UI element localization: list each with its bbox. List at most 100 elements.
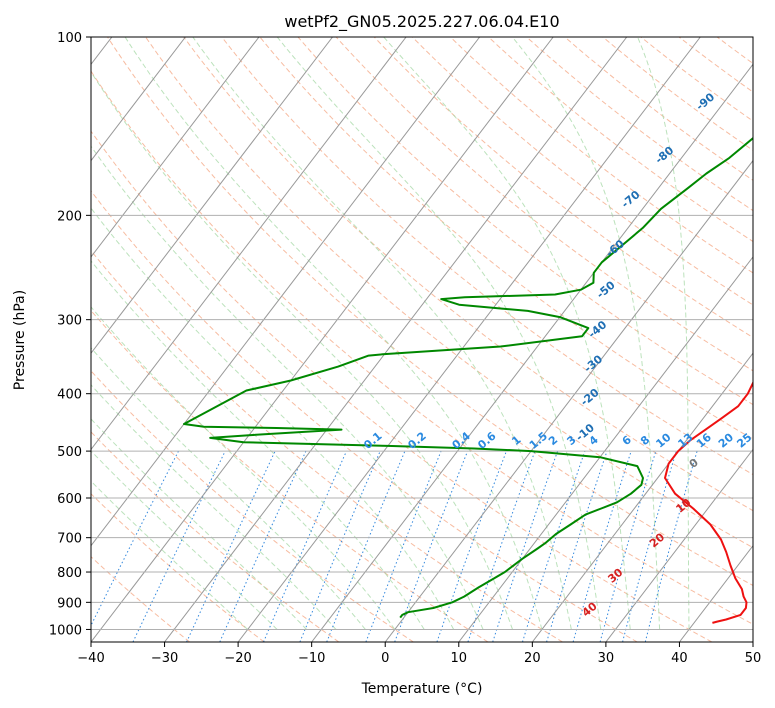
moist-adiabat <box>512 37 661 630</box>
dry-adiabat <box>221 37 753 476</box>
dry-adiabat <box>488 37 753 243</box>
moist-adiabat <box>91 418 307 630</box>
dry-adiabat <box>107 37 753 587</box>
line-label: 2 <box>546 433 560 448</box>
mixing-ratio-line <box>219 450 307 642</box>
mixing-ratio-line <box>299 450 381 642</box>
plot-frame <box>90 36 754 643</box>
isotherm <box>458 256 753 642</box>
x-axis: −40 −30 −20 −10 0 10 20 30 40 50 <box>77 642 761 666</box>
dry-adiabat <box>678 37 753 93</box>
line-label: -70 <box>619 188 643 211</box>
line-label: 1.5 <box>527 429 550 451</box>
x-tick-label: 20 <box>524 651 541 666</box>
x-tick-label: −20 <box>224 651 251 666</box>
line-label: 6 <box>620 433 634 448</box>
line-label: 16 <box>694 430 714 450</box>
dry-adiabat <box>450 37 753 274</box>
y-axis-label: Pressure (hPa) <box>12 290 28 390</box>
dewpoint-line <box>183 136 753 619</box>
moist-adiabat <box>637 37 690 630</box>
isotherm <box>91 37 554 642</box>
mixing-ratio-line <box>572 450 632 642</box>
temperature-line <box>664 380 753 624</box>
x-tick-label: −40 <box>77 651 104 666</box>
mixing-ratio-line <box>91 450 179 627</box>
x-tick-label: −10 <box>298 651 325 666</box>
y-tick-label: 600 <box>57 492 82 507</box>
dry-adiabat <box>91 493 265 642</box>
x-tick-label: 10 <box>451 651 468 666</box>
moist-adiabat <box>192 37 572 630</box>
y-tick-label: 300 <box>57 314 82 329</box>
moist-adiabat <box>276 37 602 630</box>
mixing-ratio-line <box>492 450 559 642</box>
isotherm <box>91 37 333 354</box>
dry-adiabat <box>602 37 753 151</box>
line-label: -40 <box>586 318 610 341</box>
isotherm <box>311 63 753 642</box>
x-tick-label: 40 <box>671 651 688 666</box>
x-tick-label: 50 <box>745 651 762 666</box>
y-tick-label: 1000 <box>49 623 82 638</box>
y-tick-label: 500 <box>57 445 82 460</box>
line-label: -100 <box>753 45 775 73</box>
line-label: 20 <box>647 530 667 550</box>
y-axis: 100 200 300 400 500 600 700 800 900 1000 <box>49 31 91 638</box>
isotherm <box>164 37 628 642</box>
moist-adiabat <box>91 260 425 630</box>
x-tick-label: 0 <box>381 651 389 666</box>
mixing-ratio-line <box>326 450 406 642</box>
y-tick-label: 200 <box>57 209 82 224</box>
line-label: 0 <box>687 456 701 471</box>
line-label: 10 <box>674 496 694 516</box>
line-label: 10 <box>654 430 674 450</box>
x-tick-label: −30 <box>151 651 178 666</box>
line-label: 4 <box>587 433 601 448</box>
dry-adiabat <box>145 37 753 549</box>
dry-adiabat <box>91 309 489 642</box>
moist-adiabat <box>91 450 278 630</box>
mixing-ratio-line <box>436 450 507 642</box>
mixing-ratio-line <box>599 450 657 642</box>
isotherm <box>384 159 753 642</box>
dry-adiabat <box>335 37 753 372</box>
y-tick-label: 400 <box>57 388 82 403</box>
dry-adiabat <box>91 370 414 642</box>
line-label: -60 <box>603 237 627 260</box>
moist-adiabat <box>91 480 249 630</box>
y-tick-label: 100 <box>57 31 82 46</box>
line-label: 0.2 <box>406 429 429 451</box>
mixing-ratio-line <box>132 450 226 642</box>
isotherm <box>752 641 753 642</box>
line-label: 13 <box>676 431 696 451</box>
dry-adiabat <box>526 37 753 212</box>
isotherm <box>91 37 481 547</box>
line-label: -50 <box>594 278 618 301</box>
series-layer <box>183 136 753 624</box>
isotherm <box>679 544 753 642</box>
mixing-ratio-line <box>467 450 536 642</box>
moist-adiabat <box>91 71 513 630</box>
dry-adiabat <box>373 37 753 339</box>
y-tick-label: 900 <box>57 596 82 611</box>
chart-title: wetPf2_GN05.2025.227.06.04.E10 <box>284 12 559 32</box>
dry-adiabat <box>91 190 638 642</box>
isotherm <box>91 37 407 451</box>
moist-adiabat <box>91 207 455 630</box>
mixing-ratio-line <box>522 450 586 642</box>
mixing-ratio-line <box>546 450 608 642</box>
dry-adiabat <box>91 249 563 642</box>
line-label: -30 <box>582 352 606 375</box>
dry-adiabat <box>91 70 753 625</box>
line-label: 8 <box>638 433 652 448</box>
line-label: 25 <box>734 431 754 451</box>
dry-adiabat <box>91 130 713 642</box>
mixing-ratio-line <box>365 450 442 642</box>
dry-adiabat <box>183 37 753 512</box>
dry-adiabat <box>755 37 775 642</box>
line-label: -80 <box>653 144 677 167</box>
dry-adiabat <box>297 37 753 406</box>
dry-adiabat <box>91 556 191 642</box>
